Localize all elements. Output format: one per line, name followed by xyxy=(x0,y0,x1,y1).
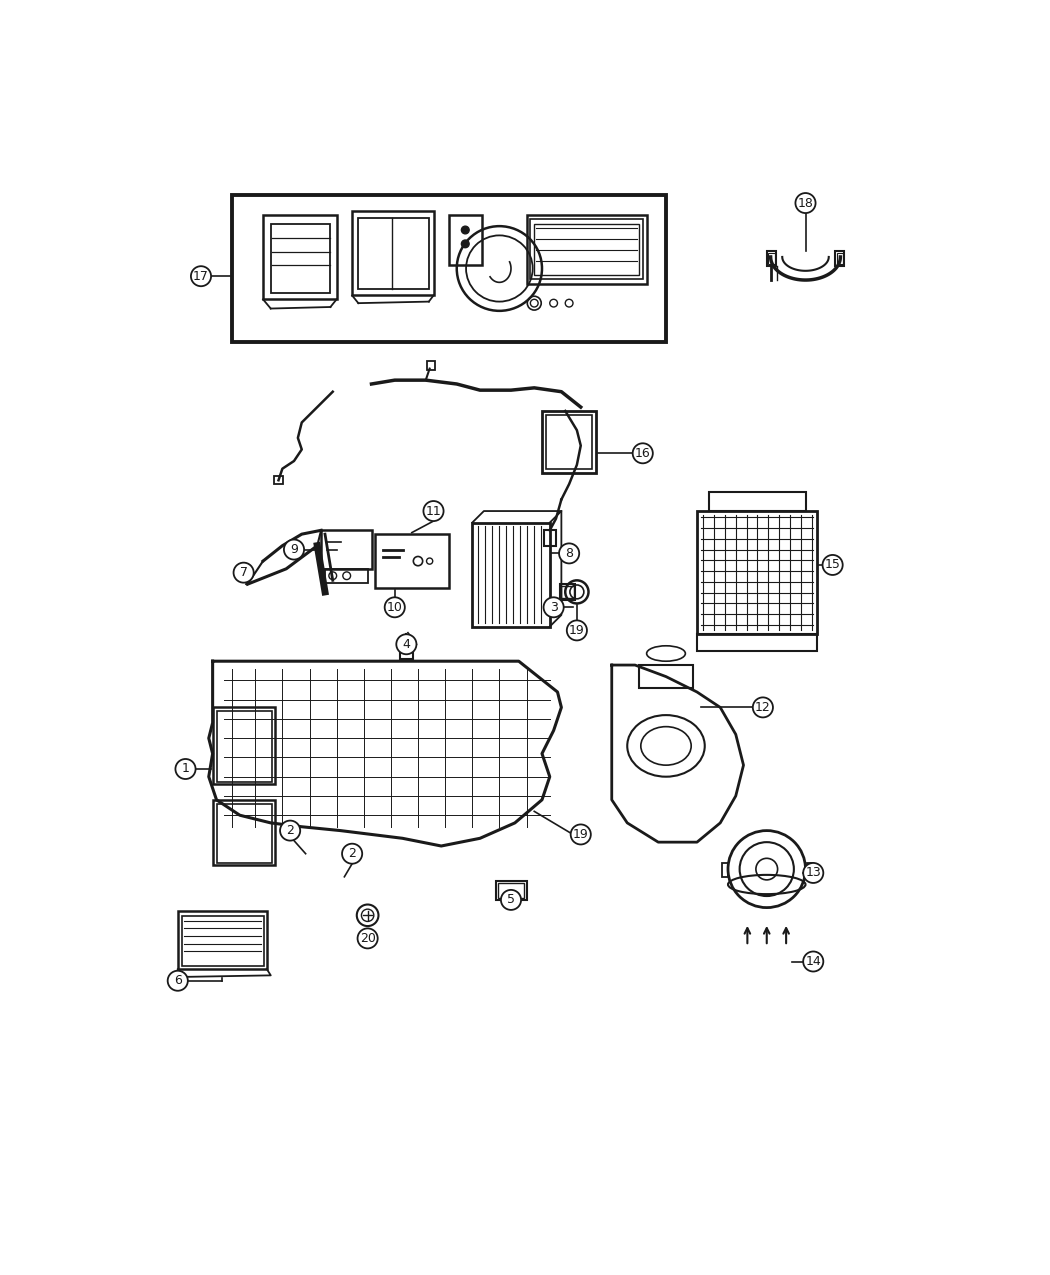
Circle shape xyxy=(342,844,362,863)
Text: 6: 6 xyxy=(174,974,182,987)
Bar xyxy=(216,711,272,782)
Bar xyxy=(271,224,331,293)
Bar xyxy=(697,511,817,634)
Text: 19: 19 xyxy=(573,827,589,842)
Circle shape xyxy=(461,240,469,247)
Bar xyxy=(769,254,775,264)
Text: 14: 14 xyxy=(805,955,821,968)
Bar xyxy=(352,210,434,296)
Circle shape xyxy=(284,539,304,560)
Text: 3: 3 xyxy=(550,601,558,613)
Bar xyxy=(212,708,275,784)
Text: 2: 2 xyxy=(349,847,356,861)
Bar xyxy=(709,492,805,511)
Bar xyxy=(498,884,524,898)
Text: 10: 10 xyxy=(386,601,403,613)
Bar xyxy=(427,361,435,370)
Bar xyxy=(562,585,573,598)
Bar xyxy=(534,224,638,274)
Text: 12: 12 xyxy=(755,701,771,714)
Bar xyxy=(721,863,728,877)
Text: 20: 20 xyxy=(360,932,376,945)
Text: 19: 19 xyxy=(569,623,585,638)
Circle shape xyxy=(571,825,591,844)
Circle shape xyxy=(559,543,580,564)
Bar xyxy=(766,251,776,266)
Text: 8: 8 xyxy=(565,547,573,560)
Bar xyxy=(449,214,482,265)
Text: 15: 15 xyxy=(824,558,841,571)
Bar xyxy=(835,251,844,266)
Bar xyxy=(560,584,575,599)
Circle shape xyxy=(633,444,653,463)
Bar xyxy=(544,530,555,546)
Text: 5: 5 xyxy=(507,894,514,907)
Circle shape xyxy=(753,697,773,718)
Bar xyxy=(542,411,596,473)
Bar xyxy=(472,523,550,626)
Bar xyxy=(526,214,647,284)
Circle shape xyxy=(461,226,469,233)
Bar xyxy=(177,912,267,969)
Text: 18: 18 xyxy=(798,196,814,209)
Text: 4: 4 xyxy=(402,638,411,650)
Bar xyxy=(262,214,337,300)
Text: 1: 1 xyxy=(182,762,189,775)
Text: 17: 17 xyxy=(193,270,209,283)
Bar xyxy=(274,477,284,485)
Bar xyxy=(546,414,592,469)
Circle shape xyxy=(396,634,417,654)
Text: 9: 9 xyxy=(290,543,298,556)
Circle shape xyxy=(384,597,405,617)
Bar xyxy=(807,863,814,877)
Circle shape xyxy=(803,951,823,972)
Text: 11: 11 xyxy=(425,505,441,518)
Circle shape xyxy=(567,621,587,640)
Circle shape xyxy=(544,597,564,617)
Circle shape xyxy=(803,863,823,884)
Bar xyxy=(321,530,372,569)
Circle shape xyxy=(168,970,188,991)
Circle shape xyxy=(175,759,195,779)
Text: 7: 7 xyxy=(239,566,248,579)
Bar xyxy=(376,534,449,588)
Text: 16: 16 xyxy=(635,446,651,460)
Bar xyxy=(183,915,264,966)
Bar xyxy=(837,254,843,264)
Circle shape xyxy=(233,562,254,583)
Bar xyxy=(697,634,817,652)
Circle shape xyxy=(822,555,843,575)
Bar xyxy=(212,799,275,866)
Bar xyxy=(216,803,272,863)
Circle shape xyxy=(358,928,378,949)
Bar xyxy=(638,666,693,689)
Circle shape xyxy=(501,890,521,910)
Circle shape xyxy=(796,193,816,213)
Bar xyxy=(400,644,413,659)
Bar xyxy=(232,195,666,342)
Bar xyxy=(358,218,428,289)
Circle shape xyxy=(423,501,443,521)
Bar xyxy=(530,219,643,279)
Text: 2: 2 xyxy=(287,824,294,838)
Bar xyxy=(496,881,526,900)
Circle shape xyxy=(191,266,211,286)
Circle shape xyxy=(280,821,300,840)
Bar xyxy=(326,569,368,583)
Text: 13: 13 xyxy=(805,867,821,880)
